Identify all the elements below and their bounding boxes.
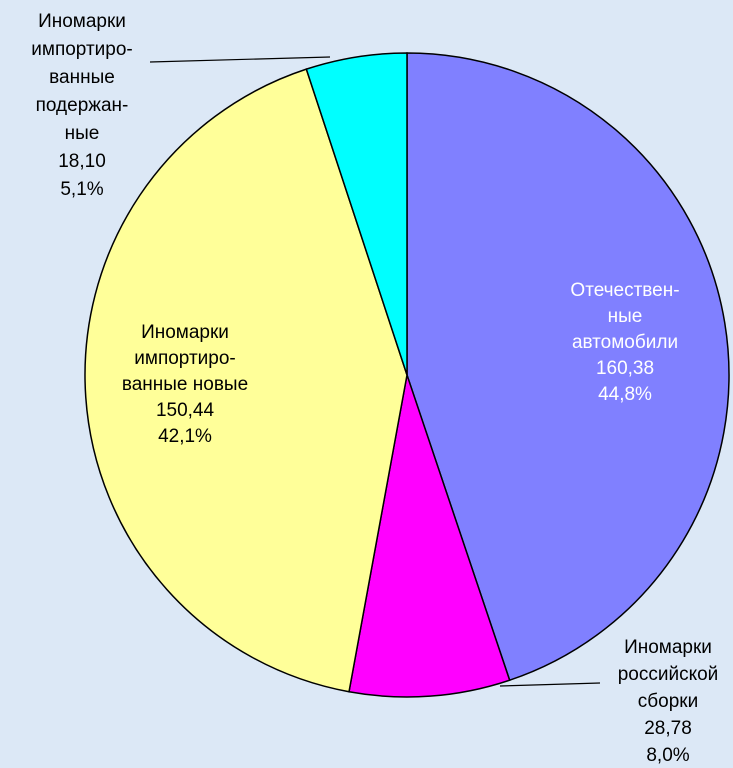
pie-slice bbox=[348, 372, 511, 698]
leader-line bbox=[149, 56, 331, 63]
slice-label: ванные новые bbox=[122, 374, 248, 395]
slice-label: подержан- bbox=[36, 95, 129, 116]
percent-label: 44,8% bbox=[598, 384, 652, 405]
pie-slice bbox=[305, 52, 408, 376]
value-label: 160,38 bbox=[596, 358, 654, 379]
slice-label: Иномарки bbox=[38, 11, 126, 32]
slice-label: автомобили bbox=[572, 332, 678, 353]
pie-slice bbox=[84, 68, 408, 693]
percent-label: 42,1% bbox=[158, 426, 212, 447]
slice-label: Иномарки bbox=[141, 322, 229, 343]
slice-label: ные bbox=[608, 306, 643, 327]
slice-label: российской bbox=[618, 664, 719, 685]
leader-line bbox=[499, 682, 601, 687]
slice-label: импортиро- bbox=[31, 39, 132, 60]
value-label: 28,78 bbox=[644, 718, 692, 739]
slice-label: ванные bbox=[49, 67, 115, 88]
pie bbox=[84, 52, 730, 698]
slice-label: ные bbox=[65, 123, 100, 144]
value-label: 18,10 bbox=[58, 151, 106, 172]
slice-label: импортиро- bbox=[134, 348, 235, 369]
pie-slice bbox=[406, 52, 730, 682]
percent-label: 8,0% bbox=[646, 745, 689, 766]
slice-label: сборки bbox=[638, 691, 698, 712]
percent-label: 5,1% bbox=[60, 179, 103, 200]
value-label: 150,44 bbox=[156, 400, 215, 421]
slice-label: Иномарки bbox=[624, 637, 712, 658]
slice-label: Отечествен- bbox=[570, 280, 679, 301]
